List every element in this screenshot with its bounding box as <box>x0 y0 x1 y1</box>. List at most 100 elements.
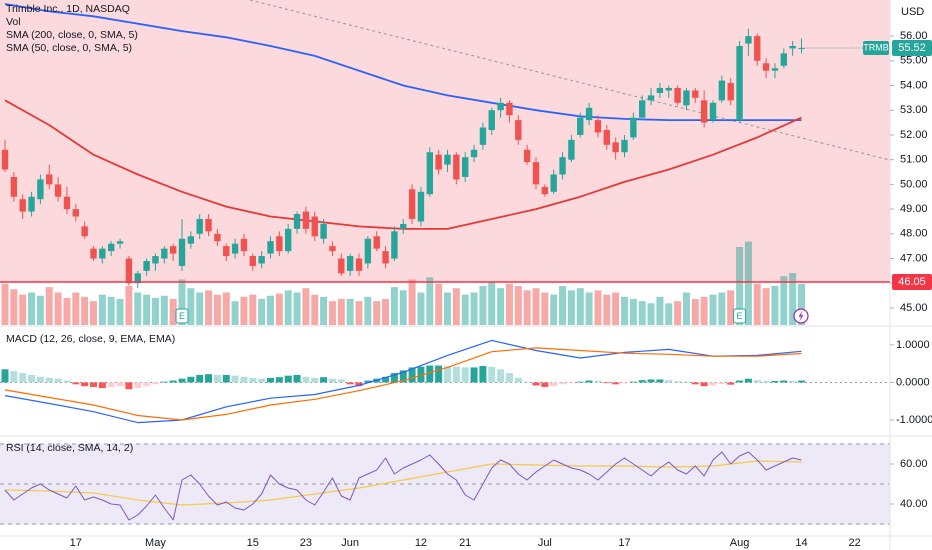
x-tick-label: Jun <box>341 537 359 549</box>
candle-body <box>577 117 584 135</box>
candle-body <box>276 236 283 252</box>
y-tick-label: 54.00 <box>900 79 928 91</box>
macd-bar <box>426 365 434 383</box>
volume-bar <box>19 294 27 325</box>
macd-bar <box>72 382 80 385</box>
volume-bar <box>621 296 628 325</box>
macd-bar <box>284 375 292 383</box>
macd-bar <box>771 380 779 383</box>
macd-bar <box>532 382 540 386</box>
macd-bar <box>28 374 36 383</box>
rsi-sma-line <box>4 460 802 506</box>
macd-bar <box>647 379 655 383</box>
candle-body <box>568 139 575 160</box>
x-tick-label: 23 <box>300 537 312 549</box>
volume-bar <box>311 294 319 325</box>
candle-body <box>541 186 549 195</box>
candle-body <box>338 258 345 274</box>
symbol-label: TRMB <box>863 42 889 52</box>
volume-bar <box>116 299 124 325</box>
volume-bar <box>178 279 186 325</box>
candle-body <box>373 236 380 249</box>
volume-bar <box>718 292 726 325</box>
macd-bar <box>107 382 115 387</box>
macd-bar <box>479 365 487 383</box>
macd-bar <box>612 382 620 385</box>
macd-bar <box>523 381 531 383</box>
macd-bar <box>364 380 372 383</box>
candle-body <box>187 236 195 244</box>
volume-bar <box>81 296 89 325</box>
macd-bar <box>727 382 735 385</box>
alert-icon[interactable] <box>793 308 809 324</box>
candle-body <box>161 248 168 259</box>
macd-bar <box>178 378 186 383</box>
volume-bar <box>435 283 443 325</box>
candle-body <box>736 45 743 121</box>
volume-bar <box>355 301 363 325</box>
macd-bar <box>576 381 584 383</box>
macd-bar <box>90 382 97 387</box>
volume-bar <box>426 277 434 325</box>
macd-bar <box>700 382 708 387</box>
macd-line <box>4 339 802 424</box>
candle-body <box>19 199 26 212</box>
y-tick-label: 40.00 <box>900 498 928 510</box>
candle-body <box>692 90 699 98</box>
candle-body <box>630 117 637 138</box>
macd-bar <box>151 382 159 385</box>
candle-body <box>479 127 487 145</box>
candle-body <box>302 211 310 229</box>
macd-bar <box>461 367 469 383</box>
macd-bar <box>629 381 637 383</box>
candle-body <box>444 154 451 165</box>
rsi-band <box>0 444 890 524</box>
y-tick-label: 52.00 <box>900 129 928 141</box>
volume-bar <box>10 289 18 325</box>
candle-body <box>647 95 655 101</box>
y-tick-label: 48.00 <box>900 228 928 240</box>
candle-body <box>382 251 389 264</box>
candle-body <box>585 107 593 121</box>
macd-bar <box>382 376 390 383</box>
macd-bar <box>638 380 646 383</box>
macd-bar <box>497 369 505 383</box>
candle-body <box>727 83 734 101</box>
candle-body <box>99 248 106 259</box>
candle-body <box>46 174 53 185</box>
candle-body <box>506 102 513 116</box>
macd-bar <box>54 378 62 383</box>
volume-bar <box>444 292 451 325</box>
candle-body <box>497 102 504 111</box>
macd-bar <box>169 380 177 383</box>
candle-body <box>453 154 460 180</box>
volume-bar <box>505 283 513 325</box>
volume-bar <box>302 288 310 325</box>
macd-bar <box>541 382 549 387</box>
candle-body <box>674 87 681 103</box>
macd-bar <box>603 382 611 384</box>
macd-bar <box>10 371 18 383</box>
volume-bar <box>789 273 797 325</box>
volume-bar <box>638 301 646 325</box>
candle-body <box>435 154 442 170</box>
candle-body <box>169 246 177 254</box>
candle-body <box>789 45 796 49</box>
event-label: E <box>179 311 185 321</box>
candle-body <box>391 231 398 259</box>
macd-bar <box>682 381 690 383</box>
volume-bar <box>461 294 469 325</box>
macd-bar <box>143 382 151 387</box>
macd-bar <box>267 377 274 383</box>
macd-bar <box>674 381 682 383</box>
candle-body <box>462 157 469 177</box>
volume-bar <box>364 296 372 325</box>
macd-bar <box>744 378 752 383</box>
candle-body <box>612 142 619 153</box>
event-box <box>733 308 747 324</box>
macd-bar <box>275 377 283 383</box>
marks <box>1 3 805 521</box>
volume-bar <box>45 287 53 325</box>
macd-bar <box>134 382 142 389</box>
